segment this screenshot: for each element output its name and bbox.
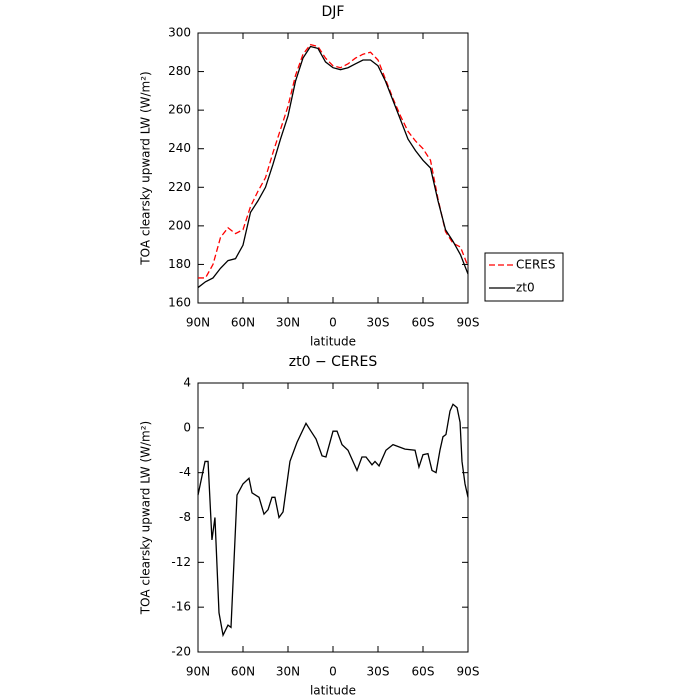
x-axis-label: latitude bbox=[310, 684, 356, 698]
data-line bbox=[198, 43, 469, 279]
y-tick-label: 4 bbox=[183, 376, 191, 390]
y-tick-label: -4 bbox=[179, 465, 191, 479]
y-axis-label: TOA clearsky upward LW (W/m²) bbox=[139, 71, 153, 265]
x-tick-label: 90N bbox=[186, 665, 210, 679]
y-tick-label: -8 bbox=[179, 510, 191, 524]
data-line bbox=[197, 403, 469, 638]
x-tick-label: 90N bbox=[186, 316, 210, 330]
legend-label: CERES bbox=[516, 258, 556, 272]
chart-title: zt0 − CERES bbox=[289, 354, 378, 370]
legend-box bbox=[484, 252, 564, 302]
x-tick-label: 90S bbox=[457, 316, 480, 330]
y-tick-label: 280 bbox=[168, 64, 191, 78]
x-tick-label: 60S bbox=[412, 316, 435, 330]
x-tick-label: 30N bbox=[276, 665, 300, 679]
y-tick-label: 300 bbox=[168, 26, 191, 40]
y-tick-label: -20 bbox=[171, 645, 191, 659]
chart-title: DJF bbox=[322, 4, 345, 20]
x-tick-label: 0 bbox=[329, 316, 337, 330]
y-tick-label: 0 bbox=[183, 420, 191, 434]
x-tick-label: 90S bbox=[457, 665, 480, 679]
plot-frame bbox=[197, 382, 469, 653]
x-tick-label: 30S bbox=[367, 316, 390, 330]
y-axis-label: TOA clearsky upward LW (W/m²) bbox=[139, 421, 153, 615]
data-line bbox=[197, 45, 469, 289]
x-tick-label: 60N bbox=[231, 316, 255, 330]
x-axis-label: latitude bbox=[310, 335, 356, 349]
y-tick-label: 220 bbox=[168, 180, 191, 194]
x-tick-label: 30S bbox=[367, 665, 390, 679]
x-tick-label: 60N bbox=[231, 665, 255, 679]
y-tick-label: 180 bbox=[168, 257, 191, 271]
x-tick-label: 0 bbox=[329, 665, 337, 679]
plot-frame bbox=[197, 32, 469, 304]
legend-label: zt0 bbox=[516, 281, 535, 295]
y-tick-label: 200 bbox=[168, 218, 191, 232]
y-tick-label: 260 bbox=[168, 103, 191, 117]
y-tick-label: 240 bbox=[168, 141, 191, 155]
y-tick-label: -12 bbox=[171, 555, 191, 569]
y-tick-label: -16 bbox=[171, 600, 191, 614]
y-tick-label: 160 bbox=[168, 296, 191, 310]
x-tick-label: 60S bbox=[412, 665, 435, 679]
x-tick-label: 30N bbox=[276, 316, 300, 330]
